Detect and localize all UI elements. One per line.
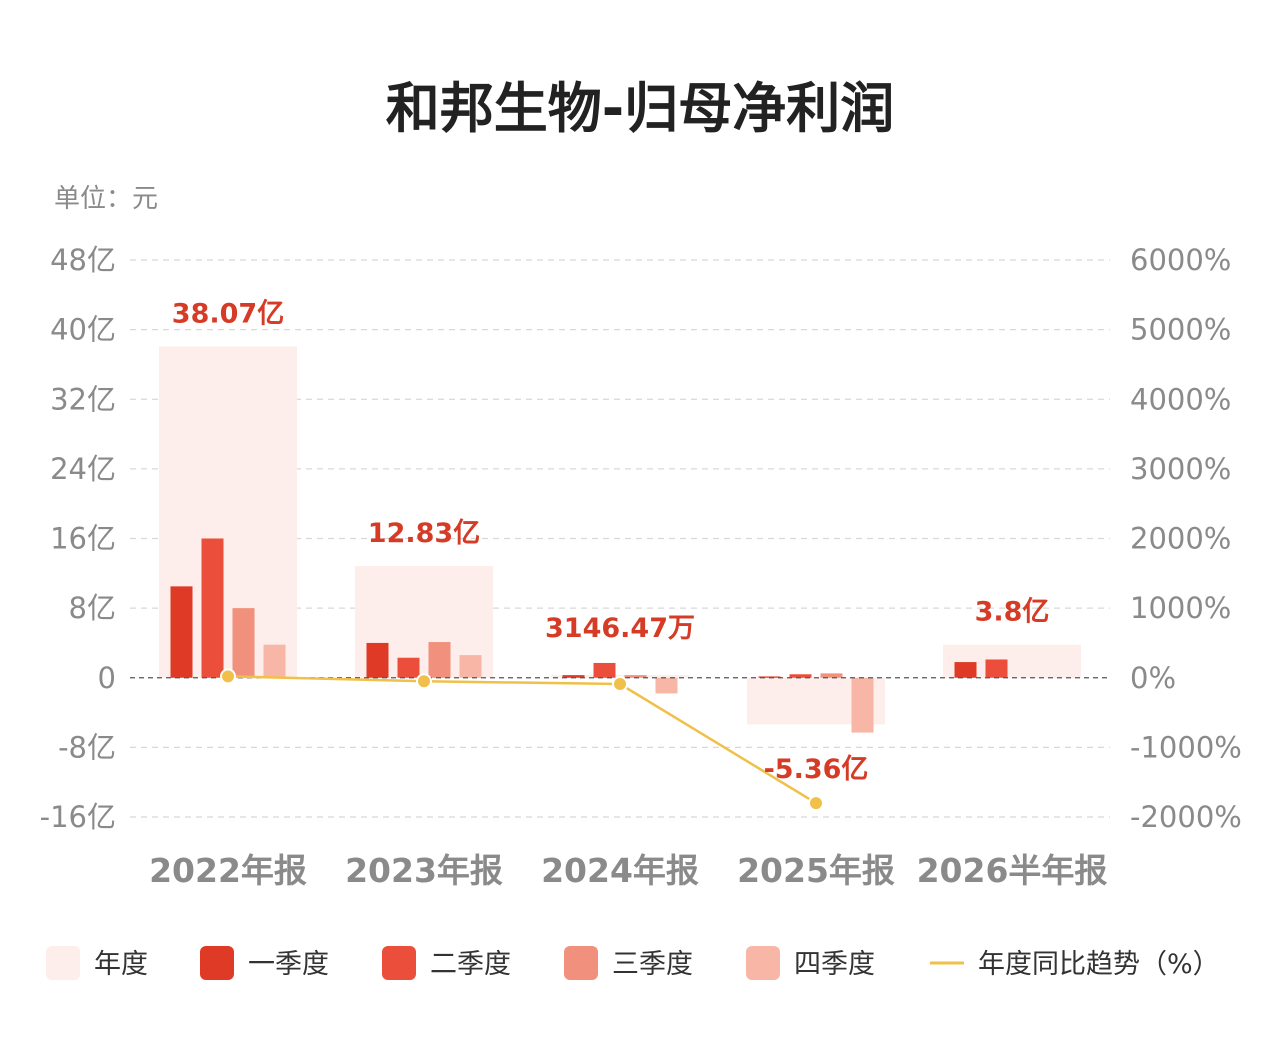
legend-label: 年度同比趋势（%）	[978, 949, 1220, 980]
annual-data-label: -5.36亿	[764, 754, 869, 785]
left-tick-label: 16亿	[50, 522, 116, 556]
legend-swatch	[46, 946, 80, 980]
right-axis: 6000% 5000% 4000% 3000% 2000% 1000% 0% -1000% -2…	[1130, 243, 1242, 834]
category-axis: 2022年报 2023年报 2024年报 2025年报 2026半年报	[149, 851, 1107, 890]
left-tick-label: 48亿	[50, 243, 116, 277]
quarter-bars	[170, 538, 1008, 733]
left-tick-label: -16亿	[40, 800, 116, 834]
trend-point	[416, 673, 432, 690]
quarter-bar	[232, 608, 255, 678]
legend: 年度 一季度 二季度 三季度 四季度 年度同比趋势（%）	[46, 946, 1220, 980]
legend-label: 三季度	[612, 949, 693, 980]
quarter-bar	[170, 586, 193, 678]
trend-point	[612, 676, 628, 693]
annual-data-label: 3146.47万	[545, 613, 695, 644]
annual-bars	[159, 346, 1081, 725]
left-tick-label: 8亿	[69, 591, 116, 625]
unit-label: 单位：元	[54, 184, 158, 214]
category-label: 2022年报	[149, 851, 307, 890]
quarter-bar	[985, 659, 1008, 678]
right-tick-label: 2000%	[1130, 522, 1231, 556]
right-tick-label: 4000%	[1130, 382, 1231, 416]
category-label: 2025年报	[737, 851, 895, 890]
quarter-bar	[263, 644, 286, 678]
left-tick-label: -8亿	[58, 730, 116, 764]
category-label: 2023年报	[345, 851, 503, 890]
left-tick-label: 40亿	[50, 313, 116, 347]
trend-point	[808, 795, 824, 812]
quarter-bar	[562, 675, 585, 678]
legend-label: 二季度	[430, 949, 511, 980]
legend-swatch	[382, 946, 416, 980]
quarter-bar	[758, 676, 781, 678]
category-label: 2024年报	[541, 851, 699, 890]
annual-data-label: 3.8亿	[975, 597, 1050, 628]
quarter-bar	[820, 673, 843, 678]
quarter-bar	[851, 677, 874, 733]
gridlines	[130, 259, 1110, 818]
trend-line	[220, 668, 824, 812]
right-tick-label: 1000%	[1130, 591, 1231, 625]
quarter-bar	[428, 642, 451, 678]
trend-point	[220, 668, 236, 685]
quarter-bar	[593, 662, 616, 678]
right-tick-label: 6000%	[1130, 243, 1231, 277]
legend-label: 四季度	[794, 949, 875, 980]
legend-label: 年度	[94, 949, 148, 980]
right-tick-label: 0%	[1130, 661, 1176, 695]
category-label: 2026半年报	[917, 851, 1108, 890]
quarter-bar	[366, 642, 389, 678]
legend-swatch	[200, 946, 234, 980]
right-tick-label: -2000%	[1130, 800, 1242, 834]
right-tick-label: 5000%	[1130, 313, 1231, 347]
data-labels: 38.07亿 12.83亿 3146.47万 -5.36亿 3.8亿	[172, 298, 1050, 785]
legend-swatch	[746, 946, 780, 980]
annual-data-label: 38.07亿	[172, 298, 284, 329]
quarter-bar	[954, 662, 977, 678]
left-tick-label: 24亿	[50, 452, 116, 486]
legend-label: 一季度	[248, 949, 329, 980]
quarter-bar	[459, 655, 482, 678]
legend-swatch	[564, 946, 598, 980]
right-tick-label: 3000%	[1130, 452, 1231, 486]
chart-title: 和邦生物-归母净利润	[386, 77, 894, 140]
quarter-bar	[655, 677, 678, 694]
left-axis: 48亿 40亿 32亿 24亿 16亿 8亿 0 -8亿 -16亿	[40, 243, 116, 834]
left-tick-label: 0	[98, 661, 116, 695]
quarter-bar	[624, 675, 647, 678]
annual-data-label: 12.83亿	[368, 518, 480, 549]
quarter-bar	[201, 538, 224, 678]
trend-polyline	[227, 675, 817, 805]
left-tick-label: 32亿	[50, 382, 116, 416]
quarter-bar	[789, 674, 812, 678]
quarter-bar	[397, 657, 420, 678]
right-tick-label: -1000%	[1130, 730, 1242, 764]
